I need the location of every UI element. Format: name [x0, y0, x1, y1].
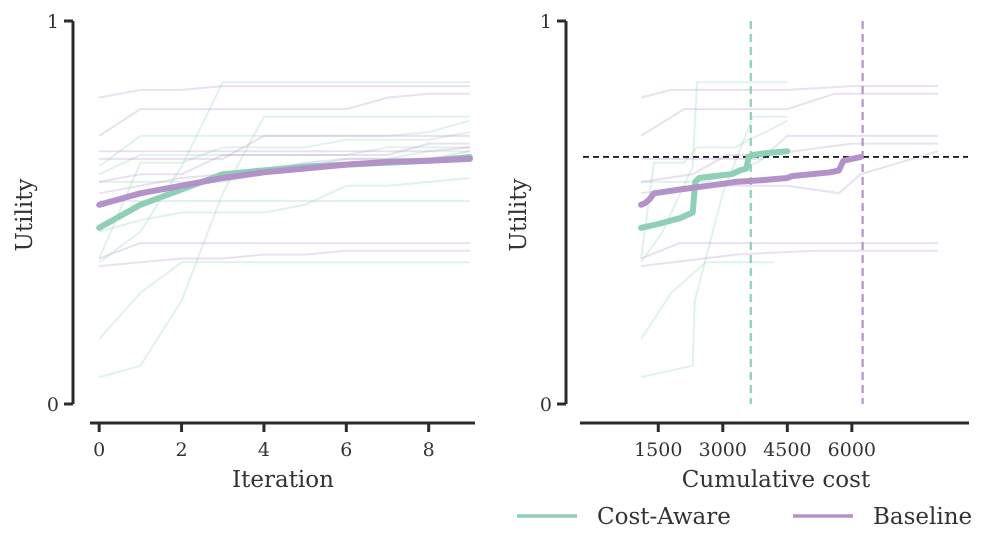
left-x-tick-label-8: 8 [423, 439, 435, 461]
right-panel-cumulative-cost: 0 1 1500 3000 4500 6000 Cumulative cost Utili… [506, 11, 969, 493]
right-y-tick-label-0: 0 [540, 394, 552, 416]
left-trial-line-cost-aware-5 [98, 146, 470, 176]
right-mean-line-cost-aware [638, 148, 791, 231]
right-trial-line-cost-aware-3 [640, 119, 788, 259]
right-y-axis-label: Utility [506, 179, 532, 252]
left-x-axis-label: Iteration [232, 467, 334, 493]
left-trial-line-cost-aware-6 [98, 177, 470, 233]
right-trial-line-baseline-8 [640, 92, 938, 137]
right-axes: 0 1 1500 3000 4500 6000 [540, 11, 969, 461]
left-trial-line-baseline-10 [98, 242, 470, 260]
right-trial-line-baseline-7 [640, 249, 938, 268]
right-mean-lines [638, 148, 864, 231]
right-x-axis-label: Cumulative cost [682, 467, 871, 493]
right-trial-line-cost-aware-2 [640, 81, 788, 263]
right-trial-line-baseline-10 [641, 134, 938, 160]
left-trial-line-baseline-12 [98, 92, 470, 137]
right-x-tick-label-6000: 6000 [828, 439, 876, 461]
right-trial-line-cost-aware-0 [640, 115, 788, 379]
left-y-axis-label: Utility [12, 179, 38, 252]
left-trial-line-cost-aware-0 [98, 115, 470, 379]
left-trial-line-baseline-11 [99, 249, 470, 268]
left-trial-line-baseline-16 [99, 146, 470, 153]
left-trial-line-baseline-13 [99, 142, 470, 183]
left-trial-line-cost-aware-7 [98, 119, 471, 168]
right-x-tick-label-4500: 4500 [763, 439, 811, 461]
left-trial-line-cost-aware-3 [98, 131, 471, 259]
right-trial-line-baseline-5 [640, 85, 938, 99]
right-trial-lines [640, 81, 939, 379]
legend-cost-aware-label: Cost-Aware [597, 504, 731, 530]
left-mean-line-baseline [96, 155, 473, 208]
left-x-tick-label-6: 6 [340, 439, 352, 461]
left-x-tick-label-0: 0 [93, 439, 105, 461]
left-trial-line-cost-aware-1 [98, 261, 470, 340]
right-x-tick-label-1500: 1500 [634, 439, 682, 461]
left-axes: 0 1 0 2 4 6 8 [47, 11, 475, 461]
right-x-tick-label-3000: 3000 [699, 439, 747, 461]
right-trial-line-baseline-6 [640, 242, 938, 260]
left-panel-iteration: 0 1 0 2 4 6 8 Iteration Utility [12, 11, 475, 493]
left-x-tick-label-4: 4 [258, 439, 270, 461]
legend: Cost-Aware Baseline [517, 504, 972, 530]
left-trial-line-baseline-14 [99, 134, 470, 160]
right-y-tick-label-1: 1 [540, 11, 552, 33]
left-y-tick-label-1: 1 [47, 11, 59, 33]
right-mean-line-baseline [638, 154, 864, 208]
left-trial-lines [98, 81, 471, 379]
legend-baseline-label: Baseline [873, 504, 972, 530]
left-trial-line-baseline-9 [99, 85, 470, 99]
right-reference-lines [583, 21, 968, 404]
left-y-tick-label-0: 0 [47, 394, 59, 416]
left-mean-lines [96, 154, 473, 231]
left-x-tick-label-2: 2 [176, 439, 188, 461]
right-trial-line-cost-aware-1 [640, 261, 775, 340]
